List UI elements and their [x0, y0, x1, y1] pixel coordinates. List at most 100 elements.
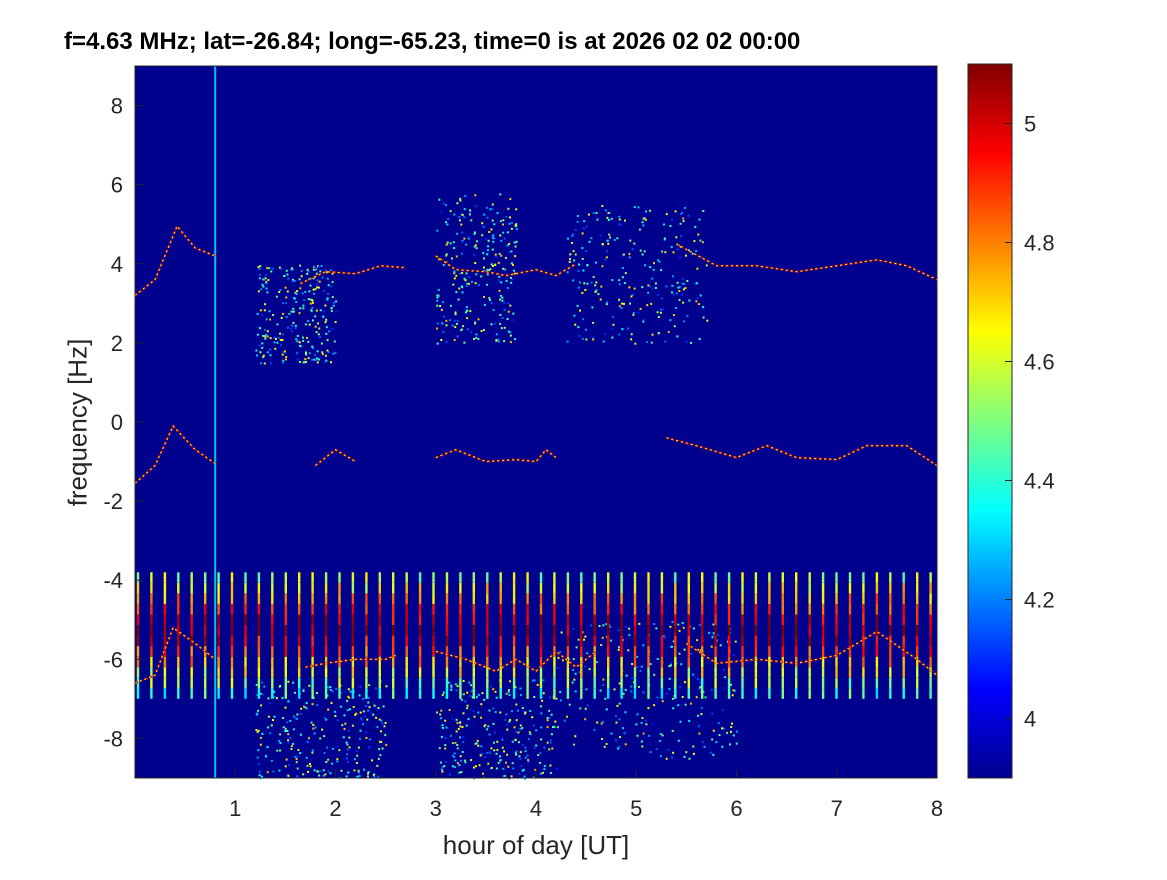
speckle	[440, 339, 443, 341]
speckle	[599, 234, 602, 237]
pulse-segment	[553, 646, 556, 657]
speckle	[669, 319, 672, 322]
speckle	[624, 219, 626, 222]
speckle	[287, 277, 290, 280]
speckle	[463, 208, 466, 211]
pulse-segment	[848, 572, 852, 583]
speckle	[504, 718, 507, 721]
pulse-segment	[338, 677, 341, 689]
speckle	[459, 725, 462, 728]
speckle	[568, 703, 571, 706]
speckle	[460, 213, 463, 216]
pulse-segment	[620, 572, 623, 583]
speckle	[279, 733, 282, 736]
speckle	[503, 308, 506, 311]
speckle	[663, 223, 665, 226]
speckle	[592, 336, 595, 339]
pulse-segment	[365, 646, 368, 657]
speckle	[584, 289, 587, 291]
pulse-segment	[486, 572, 489, 583]
pulse-segment	[257, 604, 261, 615]
speckle	[258, 268, 261, 270]
speckle	[490, 747, 493, 750]
pulse-segment	[324, 572, 328, 583]
speckle	[507, 691, 510, 694]
speckle	[359, 685, 362, 688]
pulse-segment	[687, 677, 690, 689]
speckle	[509, 198, 512, 201]
pulse-segment	[418, 614, 422, 625]
speckle	[298, 278, 301, 281]
speckle	[460, 223, 463, 226]
speckle	[636, 655, 639, 658]
speckle	[524, 711, 527, 714]
pulse-segment	[754, 677, 758, 689]
speckle	[284, 730, 287, 733]
speckle	[332, 304, 335, 307]
speckle	[453, 319, 456, 322]
pulse-segment	[580, 572, 583, 583]
pulse-segment	[298, 625, 301, 636]
speckle	[475, 333, 478, 336]
speckle	[349, 690, 352, 693]
speckle	[353, 769, 356, 772]
speckle	[345, 741, 348, 744]
speckle	[487, 245, 490, 248]
pulse-segment	[512, 604, 516, 615]
speckle	[684, 703, 687, 706]
speckle	[316, 361, 319, 364]
speckle	[324, 321, 327, 324]
speckle	[618, 305, 621, 308]
speckle	[282, 302, 284, 305]
speckle	[593, 728, 596, 731]
pulse-segment	[660, 625, 664, 636]
pulse-segment	[190, 677, 193, 689]
speckle	[359, 729, 362, 732]
speckle	[347, 729, 350, 732]
speckle	[688, 757, 691, 760]
pulse-segment	[204, 677, 207, 689]
pulse-segment	[177, 635, 180, 647]
pulse-segment	[539, 635, 543, 647]
speckle	[605, 623, 608, 626]
speckle	[659, 755, 662, 758]
speckle	[550, 733, 553, 736]
speckle	[506, 302, 509, 305]
pulse-segment	[459, 646, 462, 657]
pulse-segment	[526, 604, 529, 615]
speckle	[445, 319, 448, 322]
speckle	[498, 252, 501, 255]
speckle	[276, 341, 279, 344]
pulse-segment	[150, 677, 153, 689]
speckle	[453, 213, 456, 216]
pulse-segment	[647, 625, 650, 636]
speckle	[325, 269, 328, 272]
speckle	[507, 330, 510, 333]
pulse-segment	[526, 625, 529, 636]
pulse-bar	[298, 572, 301, 699]
pulse-segment	[848, 677, 852, 689]
speckle	[465, 243, 468, 246]
speckle	[527, 760, 530, 763]
speckle	[660, 269, 663, 272]
speckle	[378, 718, 381, 721]
pulse-segment	[459, 582, 462, 594]
pulse-segment	[647, 572, 650, 583]
pulse-segment	[607, 582, 610, 594]
speckle	[490, 302, 493, 305]
speckle	[711, 738, 714, 741]
pulse-segment	[660, 677, 664, 689]
speckle	[292, 307, 295, 310]
pulse-segment	[647, 646, 650, 657]
speckle	[628, 286, 631, 289]
pulse-bar	[526, 572, 529, 699]
speckle	[602, 340, 605, 343]
speckle	[290, 267, 293, 270]
speckle	[332, 352, 335, 355]
speckle	[474, 282, 477, 285]
speckle	[683, 282, 686, 285]
pulse-segment	[620, 688, 623, 699]
speckle	[470, 690, 473, 692]
speckle	[734, 640, 737, 643]
speckle	[503, 750, 505, 753]
